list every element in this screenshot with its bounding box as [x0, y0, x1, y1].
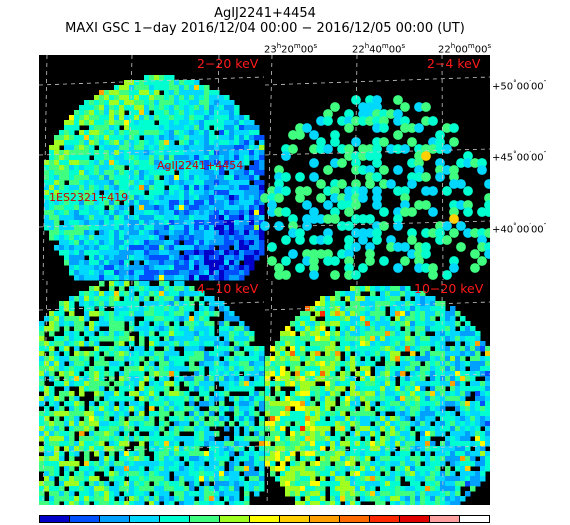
grid-line — [213, 280, 220, 505]
grid-line — [266, 280, 273, 505]
panel-10-20kev-image — [265, 286, 490, 505]
colorbar-segment — [370, 516, 400, 522]
grid-line — [264, 76, 490, 86]
band-label-2-4kev: 2−4 keV — [427, 56, 481, 71]
colorbar-segment — [340, 516, 370, 522]
dec-label-40: +40°00′00″ — [492, 222, 547, 236]
sky-map — [39, 55, 490, 505]
colorbar-segment — [430, 516, 460, 522]
ra-label-2200: 22h00m00s — [438, 42, 492, 56]
dec-label-50: +50°00′00″ — [492, 79, 547, 93]
grid-line — [213, 55, 220, 281]
grid-line — [39, 148, 265, 156]
ra-label-2240: 22h40m00s — [352, 42, 406, 56]
band-label-10-20kev: 10−20 keV — [414, 281, 484, 296]
colorbar-segment — [40, 516, 70, 522]
observation-title: MAXI GSC 1−day 2016/12/04 00:00 − 2016/1… — [65, 21, 465, 36]
grid-line — [264, 148, 490, 156]
grid-line — [441, 280, 444, 505]
dec-label-45: +45°00′00″ — [492, 150, 547, 164]
grid-line — [264, 445, 490, 453]
grid-line — [441, 55, 444, 281]
source-title: AgIJ2241+4454 — [214, 6, 316, 21]
grid-line — [353, 55, 358, 281]
panel-2-20kev-image — [44, 75, 265, 281]
coordinate-grid — [39, 55, 490, 505]
band-label-2-20kev: 2−20 keV — [197, 56, 259, 71]
colorbar-segment — [130, 516, 160, 522]
source-label-1es2321: 1ES2321+419 — [49, 191, 129, 204]
colorbar — [39, 515, 490, 523]
grid-line — [264, 373, 490, 381]
colorbar-segment — [160, 516, 190, 522]
grid-line — [266, 55, 273, 281]
grid-line — [39, 373, 265, 381]
panel-2-4kev-image — [260, 95, 490, 280]
grid-line — [264, 301, 490, 311]
panel-4-10kev-image — [39, 281, 265, 505]
grid-line — [42, 55, 48, 281]
colorbar-segment — [400, 516, 430, 522]
grid-line — [126, 280, 133, 505]
grid-line — [126, 55, 133, 281]
colorbar-segment — [190, 516, 220, 522]
grid-line — [39, 76, 265, 86]
ra-label-2320: 23h20m00s — [264, 42, 318, 56]
grid-line — [42, 280, 48, 505]
grid-line — [353, 280, 358, 505]
colorbar-segment — [70, 516, 100, 522]
grid-line — [39, 301, 265, 311]
colorbar-segment — [250, 516, 280, 522]
source-label-agij2241: AgIJ2241+4454 — [157, 159, 244, 172]
colorbar-segment — [220, 516, 250, 522]
colorbar-segment — [310, 516, 340, 522]
grid-line — [39, 445, 265, 453]
band-label-4-10kev: 4−10 keV — [197, 281, 259, 296]
grid-line — [39, 220, 265, 228]
colorbar-segment — [460, 516, 489, 522]
colorbar-segment — [280, 516, 310, 522]
grid-line — [264, 220, 490, 228]
colorbar-segment — [100, 516, 130, 522]
sky-map-frame: 2−20 keV 2−4 keV 4−10 keV 10−20 keV AgIJ… — [39, 55, 490, 505]
